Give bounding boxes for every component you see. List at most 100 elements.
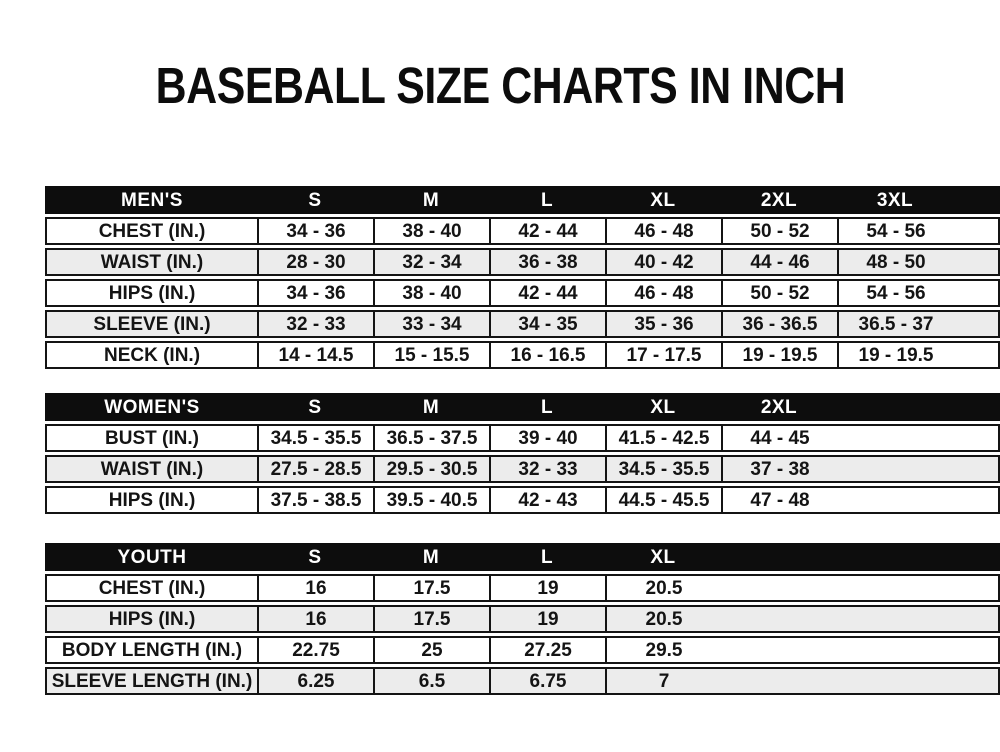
size-value-cell: 47 - 48 xyxy=(721,488,837,513)
size-table-youth: YOUTH S M L XL CHEST (IN.) 16 17.5 19 20.5 HIPS (I… xyxy=(45,543,1000,696)
size-value-cell: 6.75 xyxy=(489,669,605,694)
size-value-cell: 48 - 50 xyxy=(837,250,953,275)
row-label-cell: NECK (IN.) xyxy=(103,344,201,366)
row-label-cell: WAIST (IN.) xyxy=(100,251,204,273)
size-value-cell: 6.25 xyxy=(257,669,373,694)
size-value-cell: 36 - 38 xyxy=(489,250,605,275)
size-value-cell: 34 - 35 xyxy=(489,312,605,337)
tables-container: MEN'S S M L XL 2XL 3XL CHEST (IN.) 34 - 36 38 - 4… xyxy=(45,186,1000,696)
size-value-cell: 16 - 16.5 xyxy=(489,343,605,368)
size-value-cell: 17.5 xyxy=(373,576,489,601)
size-value-cell: 19 xyxy=(489,576,605,601)
column-header-xl: XL xyxy=(650,396,676,418)
column-header-s: S xyxy=(308,189,322,211)
size-value-cell: 17 - 17.5 xyxy=(605,343,721,368)
column-header-l: L xyxy=(540,546,554,568)
table-name-cell: WOMEN'S xyxy=(104,396,200,418)
size-value-cell: 32 - 33 xyxy=(257,312,373,337)
size-table-mens: MEN'S S M L XL 2XL 3XL CHEST (IN.) 34 - 36 38 - 4… xyxy=(45,186,1000,370)
row-label-cell: HIPS (IN.) xyxy=(108,282,196,304)
row-label-cell: CHEST (IN.) xyxy=(98,577,206,599)
size-value-cell: 34 - 36 xyxy=(257,219,373,244)
size-value-cell: 54 - 56 xyxy=(837,219,953,244)
size-value-cell: 17.5 xyxy=(373,607,489,632)
size-value-cell: 40 - 42 xyxy=(605,250,721,275)
size-value-cell: 50 - 52 xyxy=(721,219,837,244)
title-container: BASEBALL SIZE CHARTS IN INCH xyxy=(0,57,1000,114)
column-header-2xl: 2XL xyxy=(760,396,798,418)
column-header-m: M xyxy=(422,189,440,211)
row-label-cell: HIPS (IN.) xyxy=(108,489,196,511)
table-header-row: WOMEN'S S M L XL 2XL xyxy=(45,393,1000,422)
size-value-cell: 16 xyxy=(257,576,373,601)
table-row-neckin: NECK (IN.) 14 - 14.5 15 - 15.5 16 - 16.5 17 … xyxy=(45,341,1000,370)
row-label-cell: HIPS (IN.) xyxy=(108,608,196,630)
table-header-row: MEN'S S M L XL 2XL 3XL xyxy=(45,186,1000,215)
size-value-cell: 19 - 19.5 xyxy=(721,343,837,368)
table-header-row: YOUTH S M L XL xyxy=(45,543,1000,572)
table-row-hipsin: HIPS (IN.) 37.5 - 38.5 39.5 - 40.5 42 - 43 4… xyxy=(45,486,1000,515)
size-value-cell: 27.5 - 28.5 xyxy=(257,457,373,482)
size-value-cell: 42 - 43 xyxy=(489,488,605,513)
column-header-xl: XL xyxy=(650,546,676,568)
table-name-cell: MEN'S xyxy=(121,189,183,211)
row-label-cell: WAIST (IN.) xyxy=(100,458,204,480)
size-value-cell: 6.5 xyxy=(373,669,489,694)
column-header-2xl: 2XL xyxy=(760,189,798,211)
size-value-cell: 7 xyxy=(605,669,721,694)
size-value-cell: 42 - 44 xyxy=(489,219,605,244)
size-value-cell: 32 - 33 xyxy=(489,457,605,482)
size-value-cell: 14 - 14.5 xyxy=(257,343,373,368)
column-header-l: L xyxy=(540,396,554,418)
table-row-waistin: WAIST (IN.) 28 - 30 32 - 34 36 - 38 40 - 42 4… xyxy=(45,248,1000,277)
table-row-sleevein: SLEEVE (IN.) 32 - 33 33 - 34 34 - 35 35 - 36… xyxy=(45,310,1000,339)
size-value-cell: 20.5 xyxy=(605,607,721,632)
column-header-s: S xyxy=(308,396,322,418)
size-value-cell: 36.5 - 37 xyxy=(837,312,953,337)
column-header-m: M xyxy=(422,396,440,418)
size-value-cell: 42 - 44 xyxy=(489,281,605,306)
size-value-cell: 29.5 - 30.5 xyxy=(373,457,489,482)
size-value-cell: 44 - 46 xyxy=(721,250,837,275)
column-header-m: M xyxy=(422,546,440,568)
size-value-cell: 32 - 34 xyxy=(373,250,489,275)
size-value-cell: 34.5 - 35.5 xyxy=(605,457,721,482)
size-value-cell: 54 - 56 xyxy=(837,281,953,306)
size-value-cell: 37.5 - 38.5 xyxy=(257,488,373,513)
size-value-cell: 46 - 48 xyxy=(605,219,721,244)
size-value-cell: 15 - 15.5 xyxy=(373,343,489,368)
size-value-cell: 33 - 34 xyxy=(373,312,489,337)
size-value-cell: 38 - 40 xyxy=(373,281,489,306)
size-value-cell: 38 - 40 xyxy=(373,219,489,244)
size-value-cell: 29.5 xyxy=(605,638,721,663)
column-header-3xl: 3XL xyxy=(876,189,914,211)
table-row-bodylengthin: BODY LENGTH (IN.) 22.75 25 27.25 29.5 xyxy=(45,636,1000,665)
column-header-xl: XL xyxy=(650,189,676,211)
table-name-cell: YOUTH xyxy=(117,546,187,568)
size-value-cell: 20.5 xyxy=(605,576,721,601)
size-value-cell: 44 - 45 xyxy=(721,426,837,451)
size-value-cell: 22.75 xyxy=(257,638,373,663)
size-value-cell: 34.5 - 35.5 xyxy=(257,426,373,451)
size-value-cell: 27.25 xyxy=(489,638,605,663)
size-value-cell: 46 - 48 xyxy=(605,281,721,306)
size-value-cell: 36 - 36.5 xyxy=(721,312,837,337)
size-value-cell: 19 xyxy=(489,607,605,632)
size-value-cell: 41.5 - 42.5 xyxy=(605,426,721,451)
table-row-bustin: BUST (IN.) 34.5 - 35.5 36.5 - 37.5 39 - 40 4… xyxy=(45,424,1000,453)
table-row-sleevelengthin: SLEEVE LENGTH (IN.) 6.25 6.5 6.75 7 xyxy=(45,667,1000,696)
row-label-cell: SLEEVE (IN.) xyxy=(93,313,211,335)
table-row-waistin: WAIST (IN.) 27.5 - 28.5 29.5 - 30.5 32 - 33… xyxy=(45,455,1000,484)
row-label-cell: BUST (IN.) xyxy=(105,427,199,449)
column-header-l: L xyxy=(540,189,554,211)
row-label-cell: SLEEVE LENGTH (IN.) xyxy=(51,670,253,692)
size-value-cell: 25 xyxy=(373,638,489,663)
page-title: BASEBALL SIZE CHARTS IN INCH xyxy=(155,57,845,114)
size-value-cell: 28 - 30 xyxy=(257,250,373,275)
size-value-cell: 36.5 - 37.5 xyxy=(373,426,489,451)
table-row-chestin: CHEST (IN.) 16 17.5 19 20.5 xyxy=(45,574,1000,603)
column-header-s: S xyxy=(308,546,322,568)
row-label-cell: CHEST (IN.) xyxy=(98,220,206,242)
size-value-cell: 39.5 - 40.5 xyxy=(373,488,489,513)
size-value-cell: 39 - 40 xyxy=(489,426,605,451)
